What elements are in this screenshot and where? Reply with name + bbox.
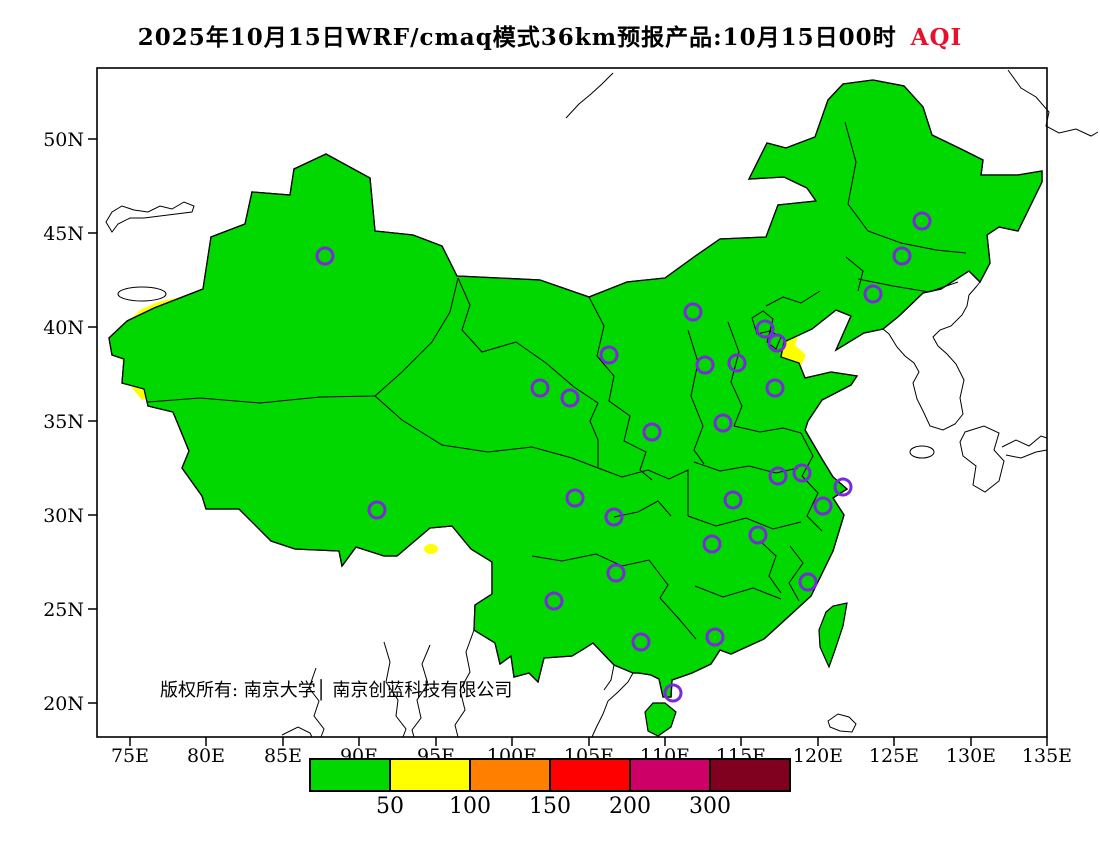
legend-swatch [709,758,791,792]
lat-tick-label: 30N [43,505,84,527]
city-markers [315,211,932,703]
legend-swatch [389,758,471,792]
lat-tick-label: 50N [43,129,84,151]
legend-swatch [309,758,391,792]
lat-tick-label: 25N [43,599,84,621]
legend-swatch [549,758,631,792]
vietnam-coast [591,672,634,738]
japan-coast-1 [1001,435,1048,448]
city-marker [530,378,550,398]
city-marker [813,496,833,516]
city-marker [695,355,715,375]
foreign-coastlines [105,69,1099,738]
city-marker [683,302,703,322]
legend-threshold-label: 200 [609,794,651,819]
korea-peninsula [882,281,981,431]
lake-baikal [565,72,614,119]
title-text: 2025年10月15日WRF/cmaq模式36km预报产品:10月15日00时 [137,24,897,51]
city-marker [565,488,585,508]
city-marker [792,463,812,483]
city-marker [892,246,912,266]
city-marker [798,572,818,592]
city-marker [544,591,564,611]
luzon-tip [827,713,857,733]
legend-swatch [469,758,551,792]
city-marker [768,466,788,486]
legend-threshold-label: 300 [689,794,731,819]
city-marker [599,345,619,365]
city-marker [606,563,626,583]
city-marker [663,683,683,703]
city-marker [631,632,651,652]
lon-tick-label: 85E [264,745,302,767]
contour-spot-s-tibet [424,544,438,554]
city-marker [723,490,743,510]
city-marker [727,353,747,373]
city-marker [604,507,624,527]
myanmar-border-2 [411,644,431,738]
title-variable-aqi: AQI [910,24,963,51]
myanmar-border-3 [383,641,407,738]
kyushu-island [959,425,1005,493]
japan-coast-2 [1005,449,1048,459]
jeju-island [909,445,935,459]
bengal-coast [281,726,313,738]
lon-tick-label: 120E [793,745,843,767]
figure-title: 2025年10月15日WRF/cmaq模式36km预报产品:10月15日00时 A… [0,18,1100,52]
legend-threshold-label: 100 [449,794,491,819]
lon-tick-label: 135E [1022,745,1072,767]
legend-threshold-label: 50 [376,794,404,819]
city-marker [912,211,932,231]
copyright-text: 版权所有: 南京大学│ 南京创蓝科技有限公司 [160,679,512,701]
laos-border [603,664,615,691]
lon-tick-label: 130E [946,745,996,767]
province-borders [147,121,967,640]
legend-threshold-label: 150 [529,794,571,819]
city-marker [560,388,580,408]
lat-tick-label: 40N [43,317,84,339]
city-marker [642,422,662,442]
lake-balkhash [105,201,195,233]
ne-corner-coast [1007,69,1099,137]
lon-tick-label: 75E [111,745,149,767]
city-marker [713,413,733,433]
lat-tick-label: 20N [43,693,84,715]
city-marker [767,333,787,353]
city-marker [755,319,775,339]
lon-tick-label: 125E [869,745,919,767]
city-marker [367,500,387,520]
taiwan-island [818,602,848,669]
myanmar-border-1 [454,629,475,738]
city-marker [702,534,722,554]
city-marker [315,246,335,266]
legend-swatch [629,758,711,792]
lake-issyk-kul [117,286,167,302]
bangladesh-border [308,667,325,738]
lat-tick-label: 45N [43,223,84,245]
city-marker [748,525,768,545]
city-marker [833,477,853,497]
lon-tick-label: 80E [187,745,225,767]
lat-tick-label: 35N [43,411,84,433]
legend-colorbar: 50 100 150 200 300 [309,758,791,819]
city-marker [705,627,725,647]
city-marker [863,284,883,304]
city-marker [765,378,785,398]
hainan-island [644,702,677,737]
